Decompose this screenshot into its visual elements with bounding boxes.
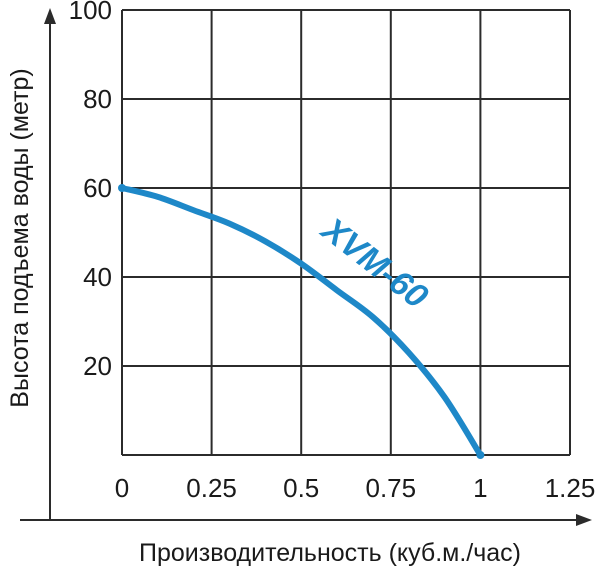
- y-tick-label: 60: [83, 173, 112, 203]
- y-tick-labels: 20 40 60 80 100: [69, 0, 112, 381]
- x-tick-labels: 0 0.25 0.5 0.75 1 1.25: [115, 473, 596, 503]
- x-tick-label: 0.5: [283, 473, 319, 503]
- y-tick-label: 40: [83, 262, 112, 292]
- y-axis-title: Высота подъема воды (метр): [6, 68, 34, 407]
- x-axis-title: Производительность (куб.м./час): [139, 539, 521, 567]
- chart-axes: [20, 8, 592, 526]
- series-point-end: [476, 451, 485, 459]
- series-point-start: [118, 184, 126, 192]
- series-label-xvm-60: XVM-60: [313, 209, 435, 316]
- x-tick-label: 0: [115, 473, 129, 503]
- chart-series: [118, 184, 485, 459]
- x-tick-label: 1.25: [545, 473, 596, 503]
- x-tick-label: 1: [473, 473, 487, 503]
- y-tick-label: 100: [69, 0, 112, 25]
- y-tick-label: 20: [83, 351, 112, 381]
- y-tick-label: 80: [83, 84, 112, 114]
- y-axis-arrow: [44, 8, 56, 24]
- x-tick-label: 0.75: [365, 473, 416, 503]
- x-tick-label: 0.25: [186, 473, 237, 503]
- x-axis-arrow: [576, 514, 592, 526]
- chart-grid: [121, 9, 571, 456]
- series-line-xvm-60: [119, 185, 484, 458]
